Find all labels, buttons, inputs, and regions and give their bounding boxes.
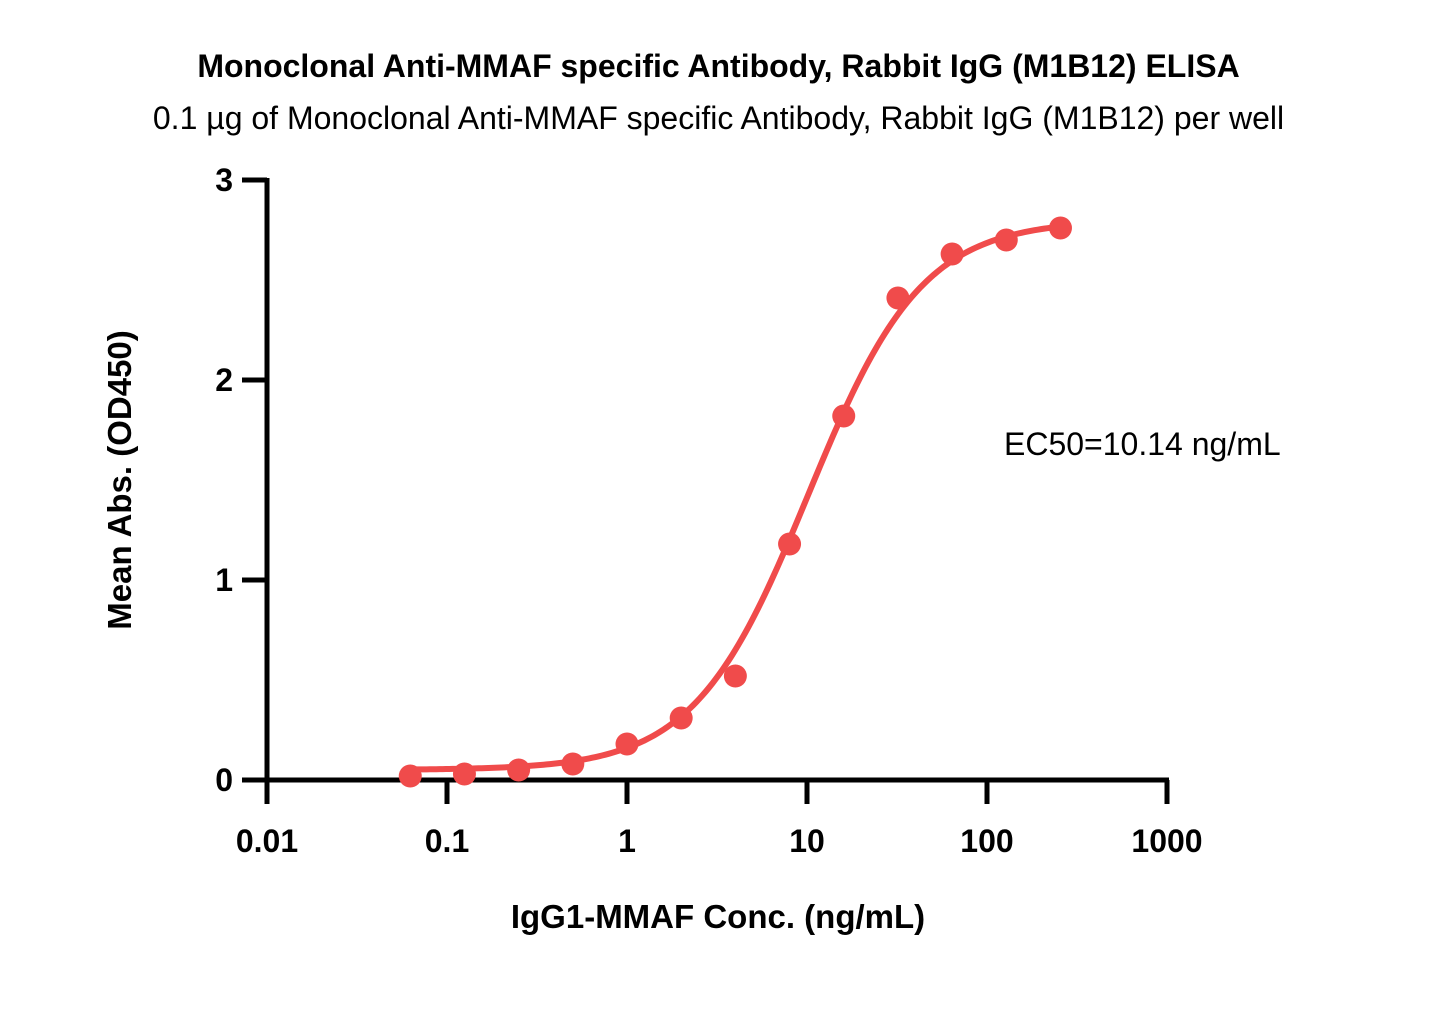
- x-tick-label: 1: [618, 823, 636, 859]
- y-tick-label: 3: [215, 162, 233, 198]
- x-tick-label: 100: [960, 823, 1013, 859]
- data-point: [940, 242, 964, 266]
- x-tick-label: 0.01: [236, 823, 298, 859]
- data-point: [886, 286, 910, 310]
- chart-subtitle: 0.1 µg of Monoclonal Anti-MMAF specific …: [152, 100, 1285, 136]
- fit-curve: [407, 223, 1064, 773]
- data-point: [507, 758, 531, 782]
- data-point: [615, 732, 639, 756]
- data-point: [723, 664, 747, 688]
- data-points: [398, 216, 1072, 788]
- data-point: [832, 404, 856, 428]
- chart-title: Monoclonal Anti-MMAF specific Antibody, …: [197, 48, 1240, 84]
- y-tick-label: 0: [215, 762, 233, 798]
- data-point: [452, 762, 476, 786]
- data-point: [994, 228, 1018, 252]
- x-tick-label: 10: [789, 823, 825, 859]
- ec50-annotation: EC50=10.14 ng/mL: [1004, 426, 1281, 462]
- data-point: [778, 532, 802, 556]
- data-point: [1048, 216, 1072, 240]
- tick-group: 0 1 2 3 0.01 0.1 1 10 100 1000: [215, 162, 1202, 859]
- y-axis-title: Mean Abs. (OD450): [101, 330, 138, 630]
- x-tick-label: 1000: [1131, 823, 1202, 859]
- data-point: [669, 706, 693, 730]
- x-axis-title: IgG1-MMAF Conc. (ng/mL): [511, 898, 925, 935]
- data-point: [398, 764, 422, 788]
- y-tick-label: 2: [215, 362, 233, 398]
- data-point: [561, 752, 585, 776]
- axes: [264, 178, 1169, 783]
- x-tick-label: 0.1: [425, 823, 469, 859]
- y-tick-label: 1: [215, 562, 233, 598]
